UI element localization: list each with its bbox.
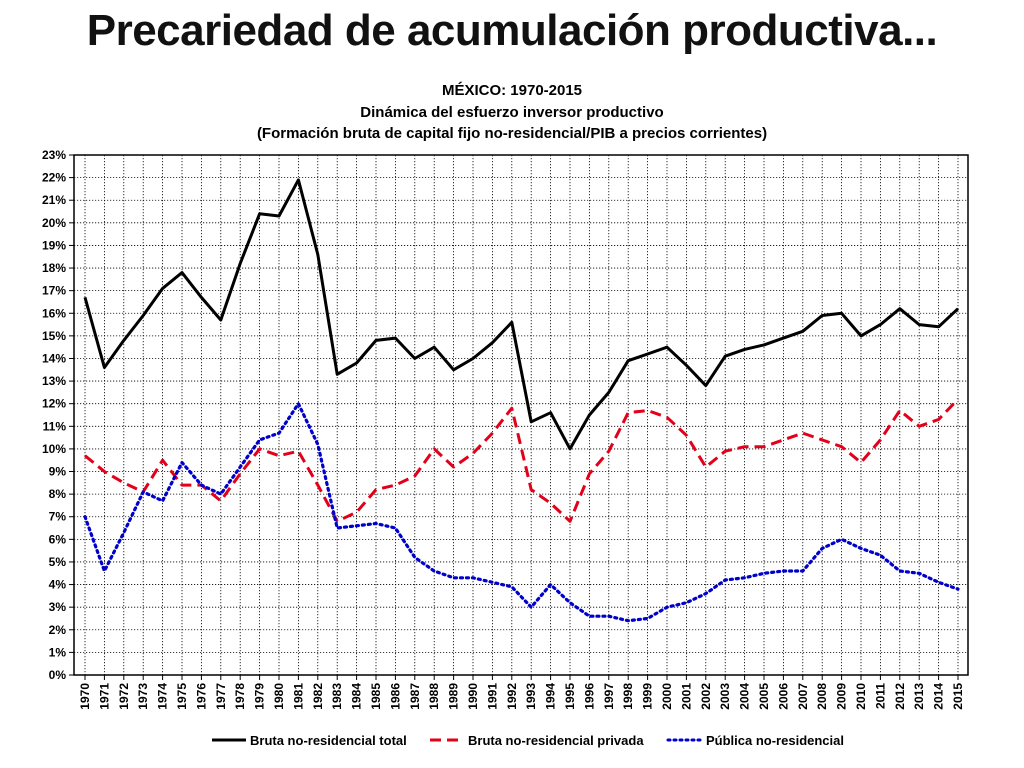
x-tick-label: 1999 [641,683,655,710]
y-tick-label: 4% [49,578,67,592]
x-tick-label: 1993 [524,683,538,710]
legend-label-3: Pública no-residencial [706,733,844,748]
x-tick-label: 2002 [699,683,713,710]
y-tick-label: 18% [42,261,66,275]
y-tick-label: 17% [42,284,66,298]
x-tick-label: 1985 [369,683,383,710]
y-tick-label: 10% [42,442,66,456]
x-tick-label: 1978 [233,683,247,710]
legend-label-2: Bruta no-residencial privada [468,733,644,748]
plot-frame [73,154,969,676]
slide-title: Precariedad de acumulación productiva... [86,6,938,55]
series-line-3 [83,402,960,623]
series-line-2 [84,398,960,523]
y-axis-ticks: 0% 1% 2% 3% 4% 5% 6% 7% 8% 9% 10% 11% 12% 13% 14% 15% 16… [42,148,74,682]
y-tick-label: 16% [42,306,66,320]
x-tick-label: 1983 [330,683,344,710]
x-tick-label: 1980 [272,683,286,710]
y-tick-label: 12% [42,397,66,411]
y-tick-label: 5% [49,555,67,569]
x-tick-label: 2014 [932,683,946,710]
x-axis-ticks: 1970 1971 1972 1973 1974 1975 1976 1977 1978 1979… [78,675,965,710]
x-tick-label: 1979 [253,683,267,710]
x-tick-label: 2003 [718,683,732,710]
x-tick-label: 1988 [427,683,441,710]
y-tick-label: 20% [42,216,66,230]
legend-label-1: Bruta no-residencial total [250,733,407,748]
x-tick-label: 1995 [563,683,577,710]
x-tick-label: 1990 [466,683,480,710]
y-tick-label: 8% [49,487,67,501]
x-tick-label: 1976 [194,683,208,710]
x-tick-label: 2008 [815,683,829,710]
y-tick-label: 23% [42,148,66,162]
x-tick-label: 1975 [175,683,189,710]
x-tick-label: 1996 [582,683,596,710]
x-tick-label: 1974 [156,683,170,710]
x-tick-label: 2013 [912,683,926,710]
chart-series [83,178,960,623]
x-tick-label: 1991 [485,683,499,710]
x-tick-label: 1987 [408,683,422,710]
x-tick-label: 1981 [291,683,305,710]
chart-grid [74,155,968,675]
x-tick-label: 2012 [893,683,907,710]
chart-subtitle: Dinámica del esfuerzo inversor productiv… [360,104,664,121]
y-tick-label: 13% [42,374,66,388]
y-tick-label: 7% [49,510,67,524]
y-tick-label: 22% [42,171,66,185]
x-tick-label: 1984 [350,683,364,710]
x-tick-label: 2000 [660,683,674,710]
x-tick-label: 1982 [311,683,325,710]
chart-subtitle-2: (Formación bruta de capital fijo no-resi… [256,125,768,142]
y-tick-label: 9% [49,465,67,479]
x-tick-label: 2006 [776,683,790,710]
x-tick-label: 2011 [873,683,887,709]
y-tick-label: 11% [43,419,67,433]
x-tick-label: 1971 [97,683,111,710]
y-tick-label: 2% [49,623,67,637]
x-tick-label: 2007 [796,683,810,710]
x-tick-label: 1977 [214,683,228,710]
y-tick-label: 15% [42,329,66,343]
x-tick-label: 2004 [738,683,752,710]
y-tick-label: 3% [49,600,67,614]
chart-legend: Bruta no-residencial total Bruta no-resid… [212,733,844,748]
y-tick-label: 14% [42,351,66,365]
y-tick-label: 21% [42,193,66,207]
x-tick-label: 1986 [388,683,402,710]
y-tick-label: 19% [42,238,66,252]
x-tick-label: 2015 [951,683,965,710]
x-tick-label: 1970 [78,683,92,710]
y-tick-label: 1% [49,645,67,659]
x-tick-label: 2001 [679,683,693,710]
x-tick-label: 2010 [854,683,868,710]
x-tick-label: 1992 [505,683,519,710]
chart-title: MÉXICO: 1970-2015 [441,82,583,99]
x-tick-label: 1973 [136,683,150,710]
x-tick-label: 1972 [117,683,131,710]
x-tick-label: 1998 [621,683,635,710]
series-line-1 [83,178,960,451]
y-tick-label: 6% [49,532,67,546]
x-tick-label: 1994 [544,683,558,710]
x-tick-label: 1997 [602,683,616,710]
x-tick-label: 1989 [447,683,461,710]
y-tick-label: 0% [49,668,67,682]
x-tick-label: 2005 [757,683,771,710]
x-tick-label: 2009 [835,683,849,710]
